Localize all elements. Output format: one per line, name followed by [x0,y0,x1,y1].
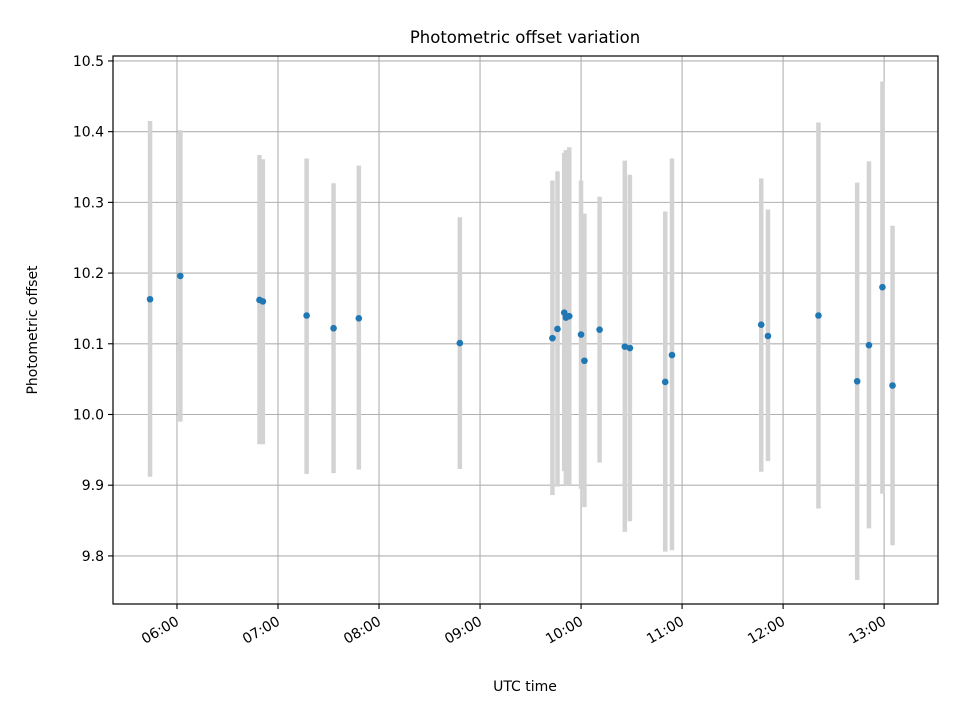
y-axis-label: Photometric offset [25,265,41,395]
data-point [554,325,561,333]
data-point [355,315,363,322]
data-point [865,341,873,349]
data-point [330,324,337,332]
data-point [596,326,603,333]
plot-area-frame [112,55,939,605]
data-point [621,343,629,350]
data-point [853,377,861,385]
data-point [177,272,184,280]
y-tick-label: 10.2 [73,266,104,282]
data-point [889,382,896,389]
data-point [661,378,669,386]
data-point [815,312,822,319]
data-point [565,312,573,320]
data-points [146,272,896,389]
y-tick-label: 9.9 [82,478,104,494]
y-tick-label: 10.1 [73,337,104,353]
data-point [259,298,267,305]
y-axis: 9.8 9.9 10.0 10.1 10.2 10.3 10.4 10.5 [73,54,113,565]
data-point [456,339,464,347]
data-point [764,332,772,340]
y-tick-label: 10.4 [73,125,104,141]
data-point [146,295,154,303]
y-tick-label: 10.5 [73,54,104,70]
data-point [577,331,585,338]
y-tick-label: 9.8 [82,549,104,565]
x-axis-label: UTC time [493,679,557,695]
data-point [879,283,886,291]
data-point [549,334,556,342]
y-tick-label: 10.3 [73,195,104,211]
chart-title: Photometric offset variation [410,28,640,47]
data-point [626,344,634,352]
data-point [757,321,765,328]
y-tick-label: 10.0 [73,407,104,423]
data-point [668,351,676,359]
data-point [581,357,588,365]
data-point [303,312,310,319]
